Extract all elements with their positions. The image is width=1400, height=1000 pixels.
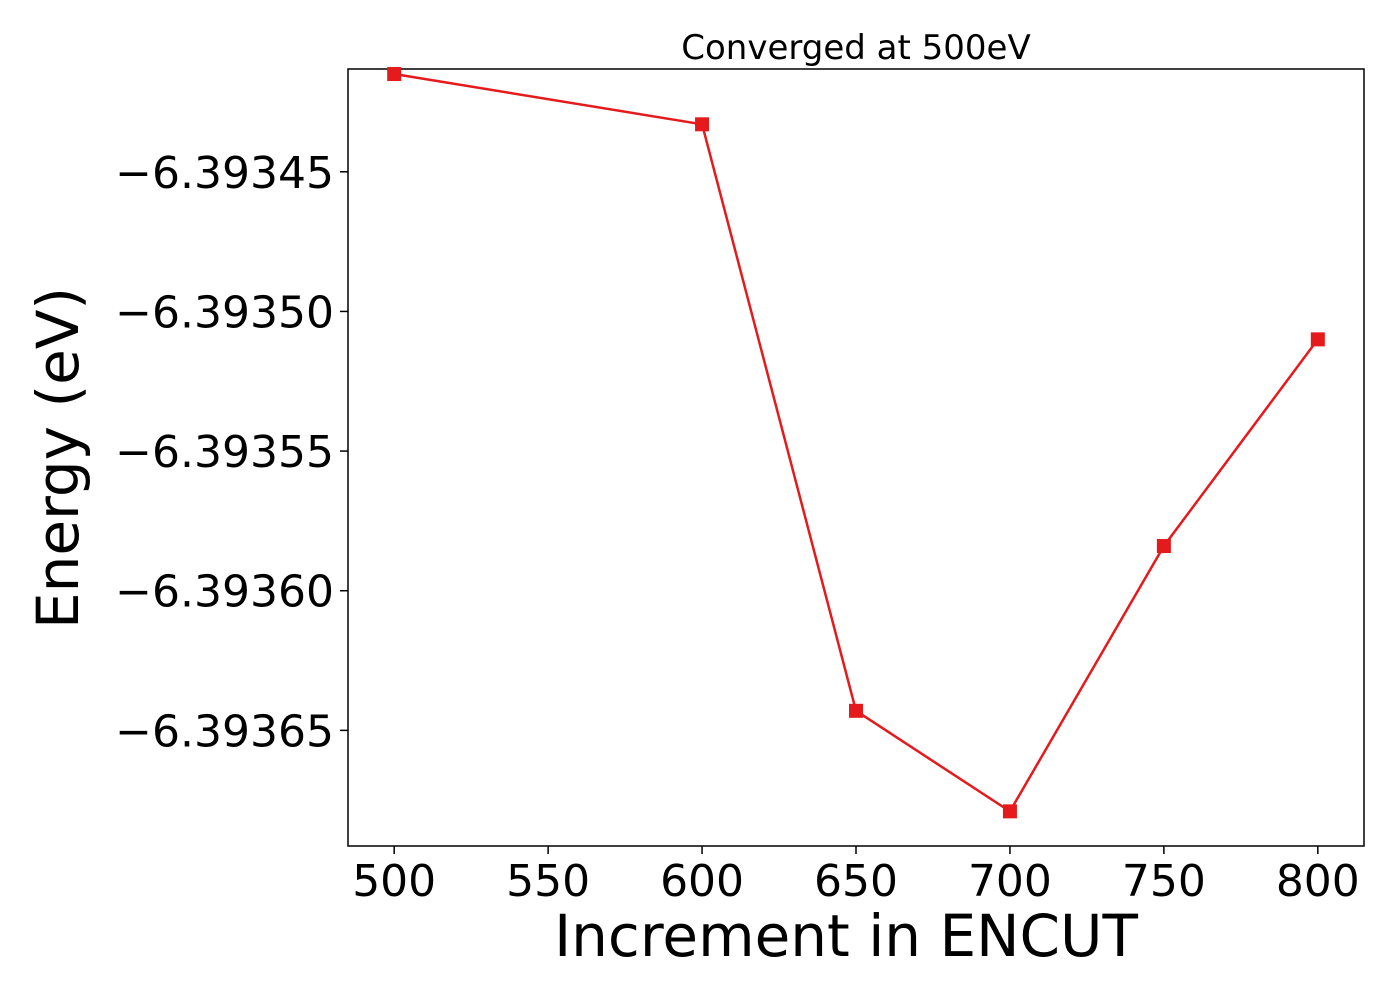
y-tick-label: −6.39355 <box>115 427 334 478</box>
x-axis-label: Increment in ENCUT <box>554 902 1138 970</box>
x-tick-label: 750 <box>1122 856 1206 907</box>
chart-title: Converged at 500eV <box>681 28 1030 68</box>
y-tick-label: −6.39360 <box>115 567 334 618</box>
y-tick-label: −6.39345 <box>115 148 334 199</box>
data-point-marker <box>849 703 863 718</box>
y-axis-label: Energy (eV) <box>24 287 92 629</box>
series-line <box>393 72 1319 814</box>
y-tick-label: −6.39365 <box>115 706 334 757</box>
x-tick-label: 600 <box>660 856 744 907</box>
plot-frame <box>347 68 1365 847</box>
data-point-marker <box>695 117 710 132</box>
y-tick-label: −6.39350 <box>115 287 334 338</box>
x-axis: 500 550 600 650 700 750 800 <box>352 846 1360 907</box>
data-point-marker <box>1156 539 1171 554</box>
data-point-marker <box>1310 332 1325 347</box>
series-layer <box>387 67 1325 819</box>
data-point-marker <box>1002 804 1017 819</box>
x-tick-label: 700 <box>968 856 1052 907</box>
y-axis: −6.39345 −6.39350 −6.39355 −6.39360 −6.39365 <box>115 148 348 757</box>
data-point-marker <box>387 67 402 82</box>
x-tick-label: 550 <box>506 856 590 907</box>
x-tick-label: 500 <box>352 856 436 907</box>
x-tick-label: 650 <box>814 856 898 907</box>
x-tick-label: 800 <box>1276 856 1360 907</box>
